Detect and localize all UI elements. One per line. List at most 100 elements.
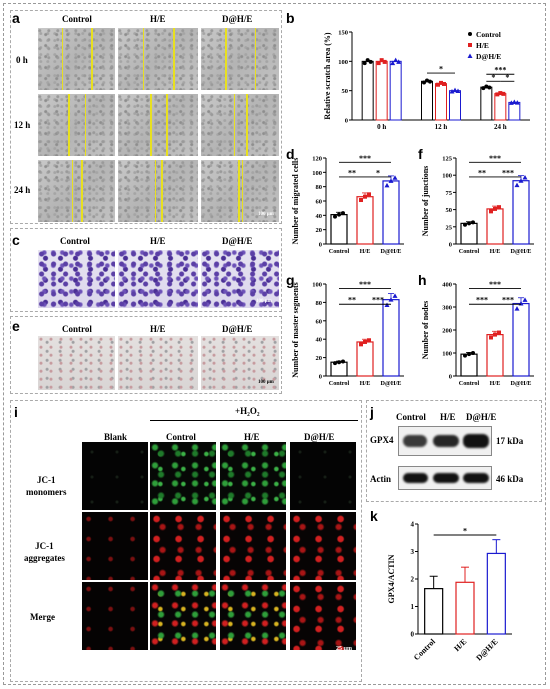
scratch-line-left (61, 28, 64, 90)
panel-c-image-control (38, 250, 115, 308)
x-tick-label-24 h: 24 h (494, 123, 507, 131)
scratch-line-left (238, 160, 240, 222)
panel-a-image-r2-c0 (38, 160, 115, 222)
panel-e-image-dhe (201, 336, 279, 390)
legend-marker-D@H/E (467, 53, 473, 58)
significance-mark: *** (489, 154, 501, 163)
panel-j-band-actin-2 (433, 473, 459, 483)
x-tick-label-Control: Control (329, 380, 350, 387)
data-point-H/E (363, 194, 367, 199)
legend-label-Control: Control (476, 30, 501, 39)
data-point-Control (471, 220, 475, 225)
y-tick-label: 100 (442, 351, 452, 358)
panel-c-box (10, 228, 282, 312)
panel-j-row-actin: Actin (370, 474, 391, 484)
data-point (481, 86, 486, 91)
data-point-Control (333, 361, 337, 366)
panel-i-image-r1-c2 (220, 512, 286, 580)
y-tick-label: 100 (338, 59, 348, 66)
y-tick-label: 120 (312, 156, 322, 163)
data-point (498, 91, 503, 96)
y-tick-label: 40 (316, 213, 323, 220)
bar-Control-24 h (480, 86, 493, 121)
panel-i-row-monomers: JC-1 monomers (26, 474, 67, 498)
panel-c-image-he (118, 250, 198, 308)
data-point-Control (471, 351, 475, 356)
y-tick-label: 0 (449, 374, 452, 381)
data-point-Control (337, 360, 341, 365)
y-tick-label: 80 (316, 300, 323, 307)
bar-Control (460, 353, 478, 377)
panel-j-col-dhe: D@H/E (466, 412, 497, 422)
panel-i-row-aggregates: JC-1 aggregates (24, 540, 65, 564)
data-point-H/E (497, 330, 501, 335)
panel-j-label: j (370, 404, 374, 420)
bar-Control-12 h (421, 80, 433, 121)
x-tick-label-H/E: H/E (490, 248, 501, 255)
data-point (376, 61, 381, 66)
data-point-Control (333, 214, 337, 219)
panel-a-row-12h: 12 h (14, 120, 31, 130)
significance-mark: * (439, 65, 443, 74)
data-point-H/E (363, 339, 367, 344)
scratch-line-left (142, 28, 145, 90)
y-axis-label: Relative scratch area (%) (323, 32, 332, 119)
data-point (368, 59, 373, 64)
x-tick-label-D@H/E: D@H/E (511, 380, 532, 387)
panel-d-chart: 0 20 40 60 80 100 120 Number of migrated cells C… (291, 154, 404, 255)
panel-j-band-gpx4-3 (463, 434, 489, 448)
panel-a-col-dhe: D@H/E (222, 14, 253, 24)
data-point-D@H/E (392, 175, 398, 180)
significance-mark: *** (502, 168, 514, 177)
x-tick-label-Control: Control (412, 637, 438, 663)
data-point (428, 79, 432, 84)
scratch-line-left (150, 94, 152, 156)
x-tick-label-D@H/E: D@H/E (381, 248, 402, 255)
data-point-D@H/E (388, 178, 394, 183)
scratch-line-right (91, 28, 93, 90)
data-point (379, 58, 384, 63)
bar-D@H/E (382, 180, 400, 245)
panel-a-row-24h: 24 h (14, 185, 31, 195)
panel-j-blot-actin (398, 466, 492, 490)
data-point-D@H/E (522, 175, 528, 180)
data-point (393, 57, 399, 63)
data-point (362, 61, 367, 66)
panel-g-label: g (286, 272, 295, 288)
data-point-H/E (493, 332, 497, 337)
significance-mark: *** (502, 296, 514, 305)
panel-i-col-control: Control (166, 432, 196, 442)
data-point-H/E (489, 335, 493, 340)
scratch-line-right (81, 160, 83, 222)
scratch-line-right (166, 94, 168, 156)
panel-c-col-he: H/E (150, 236, 166, 246)
panel-k-chart: 0 1 2 3 4 GPX4/ACTIN Control H/E D@H/E * (387, 521, 512, 663)
scratch-line-left (71, 160, 74, 222)
panel-i-treatment: +H₂O₂ (235, 406, 260, 416)
legend-label-H/E: H/E (476, 41, 489, 50)
significance-mark: *** (359, 154, 371, 163)
legend-label-D@H/E: D@H/E (476, 52, 501, 61)
data-point (442, 81, 446, 86)
data-point (455, 88, 461, 93)
significance-mark: *** (494, 66, 506, 75)
panel-a-col-control: Control (62, 14, 92, 24)
y-tick-label: 50 (446, 207, 453, 214)
data-point (365, 58, 370, 63)
data-point (425, 78, 429, 83)
data-point-Control (463, 353, 467, 358)
scratch-line-right (246, 94, 248, 156)
scratch-line-left (154, 160, 157, 222)
y-tick-label: 60 (316, 199, 323, 206)
x-tick-label-12 h: 12 h (435, 123, 448, 131)
y-axis-label: Number of master segments (291, 282, 300, 377)
data-point-H/E (497, 205, 501, 210)
y-tick-label: 100 (442, 173, 452, 180)
panel-c-label: c (12, 232, 20, 248)
y-tick-label: 100 (312, 282, 322, 289)
bar-H/E-12 h (435, 83, 447, 121)
panel-j-band-actin-3 (463, 473, 489, 483)
legend-marker-H/E (468, 43, 472, 47)
y-tick-label: 0 (345, 118, 348, 125)
scratch-line-left (225, 28, 227, 90)
